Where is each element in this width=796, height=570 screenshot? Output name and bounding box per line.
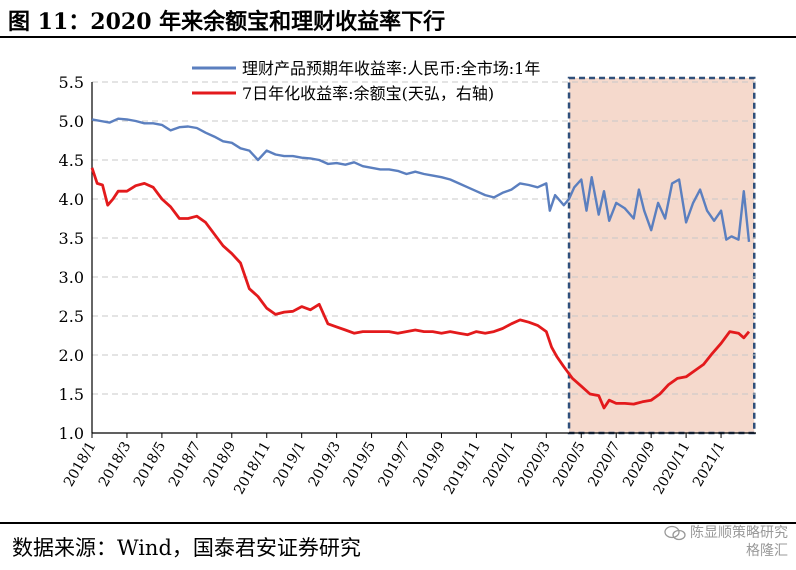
x-tick-label: 2019/7 [376,439,414,490]
line-chart: 1.01.52.02.53.03.54.04.55.05.52018/12018… [59,59,756,497]
x-tick-label: 2018/1 [61,439,99,490]
highlight-box [567,76,756,435]
series-line-yuebao [90,167,751,410]
wechat-icon [664,525,686,541]
highlight-region [567,76,756,435]
figure-title: 图 11：2020 年来余额宝和理财收益率下行 [8,9,446,35]
x-tick-label: 2020/9 [620,439,658,490]
x-tick-label: 2020/3 [515,439,553,490]
y-tick-label: 5.0 [59,112,84,131]
y-tick-label: 3.5 [59,229,84,248]
y-tick-label: 1.0 [59,424,84,443]
y-tick-label: 3.0 [59,268,84,287]
y-tick-label: 5.5 [59,73,84,92]
x-tick-label: 2020/7 [585,439,623,490]
watermark: 陈显顺策略研究 格隆汇 [664,524,788,560]
series-line-wealth [91,117,751,243]
watermark-line2: 格隆汇 [746,543,788,559]
x-tick-label: 2018/5 [131,439,169,490]
y-tick-label: 2.0 [59,346,84,365]
x-tick-label: 2020/1 [480,439,518,490]
x-tick-label: 2019/1 [271,439,309,490]
y-tick-label: 1.5 [59,385,84,404]
series-lines [90,117,751,410]
y-tick-label: 4.0 [59,190,84,209]
source-note: 数据来源：Wind，国泰君安证券研究 [12,536,361,560]
x-tick-label: 2020/5 [550,439,588,490]
x-tick-label: 2018/3 [96,439,134,490]
legend-label: 理财产品预期年收益率:人民币:全市场:1年 [242,59,540,78]
x-tick-label: 2018/7 [166,439,204,490]
y-tick-label: 2.5 [59,307,84,326]
x-tick-label: 2019/5 [341,439,379,490]
x-tick-label: 2021/1 [690,439,728,490]
legend: 理财产品预期年收益率:人民币:全市场:1年 7日年化收益率:余额宝(天弘，右轴) [192,59,540,103]
source-rule [0,522,796,524]
x-tick-label: 2019/3 [306,439,344,490]
watermark-line1: 陈显顺策略研究 [690,525,788,541]
title-rule [0,36,796,38]
legend-label: 7日年化收益率:余额宝(天弘，右轴) [242,84,494,103]
grid-lines [92,81,756,395]
x-tick-label: 2018/9 [201,439,239,490]
y-tick-label: 4.5 [59,151,84,170]
x-tick-label: 2019/9 [410,439,448,490]
figure-title-bar: 图 11：2020 年来余额宝和理财收益率下行 [0,0,796,36]
